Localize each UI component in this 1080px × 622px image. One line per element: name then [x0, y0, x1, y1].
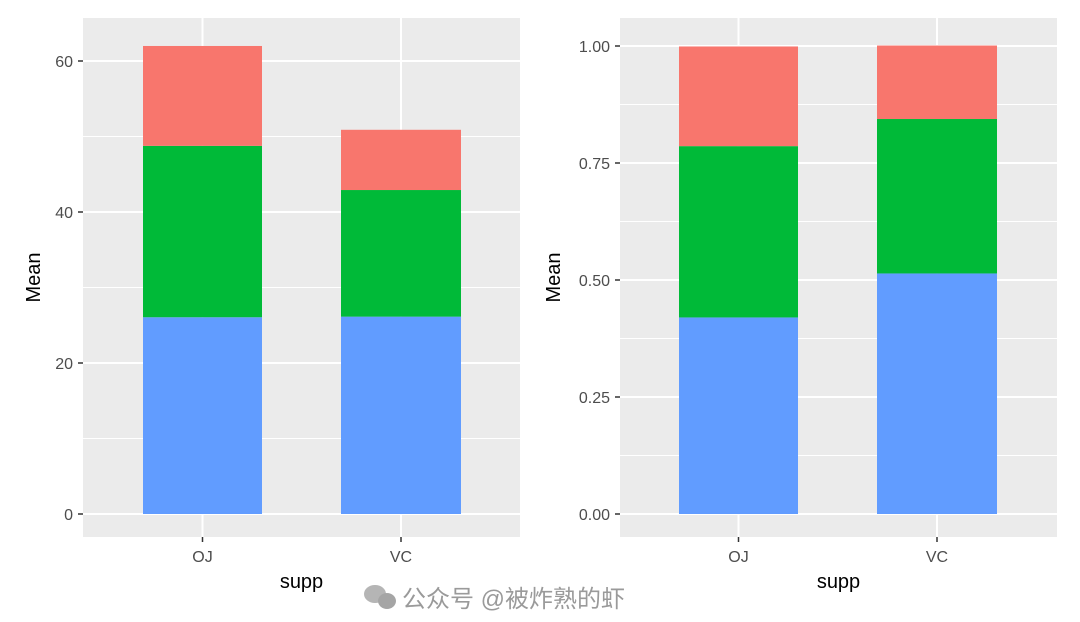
bar-segment-VC-1 — [341, 316, 461, 514]
watermark: 公众号 @被炸熟的虾 — [364, 585, 625, 613]
watermark-text: 公众号 @被炸熟的虾 — [402, 586, 625, 613]
wechat-icon — [364, 585, 396, 609]
bar-segment-OJ-1 — [143, 317, 262, 514]
bar-segment-VC-2 — [341, 190, 461, 317]
chart-panel-2: OJ VC 0.00 0.25 0.50 0.75 1.00 supp Mean — [543, 18, 1057, 593]
y-tick-label: 0.75 — [579, 156, 610, 173]
y-tick-label: 60 — [55, 54, 73, 71]
bar-segment-OJ-2 — [143, 145, 262, 318]
y-tick-label: 20 — [55, 356, 73, 373]
y-axis-label: Mean — [543, 252, 565, 302]
y-tick-label: 1.00 — [579, 39, 610, 56]
bar-segment-OJ-3 — [679, 46, 798, 147]
bar-segment-VC-1 — [877, 273, 997, 514]
x-tick-label: VC — [926, 549, 948, 566]
x-axis-label: supp — [817, 571, 860, 593]
x-tick-label: OJ — [192, 549, 212, 566]
bar-segment-OJ-2 — [679, 146, 798, 318]
y-axis-label: Mean — [23, 252, 45, 302]
x-tick-label: OJ — [728, 549, 748, 566]
x-tick-label: VC — [390, 549, 412, 566]
bar-segment-OJ-3 — [143, 45, 262, 146]
chart-panel-1: OJ VC 0 20 40 60 supp Mean — [23, 18, 520, 593]
x-axis-label: supp — [280, 571, 323, 593]
bar-segment-VC-2 — [877, 119, 997, 274]
y-tick-label: 0 — [64, 507, 73, 524]
bar-segment-OJ-1 — [679, 317, 798, 514]
y-tick-label: 40 — [55, 205, 73, 222]
bar-segment-VC-3 — [877, 45, 997, 120]
y-tick-label: 0.00 — [579, 507, 610, 524]
y-tick-label: 0.50 — [579, 273, 610, 290]
y-tick-label: 0.25 — [579, 390, 610, 407]
bar-segment-VC-3 — [341, 129, 461, 191]
